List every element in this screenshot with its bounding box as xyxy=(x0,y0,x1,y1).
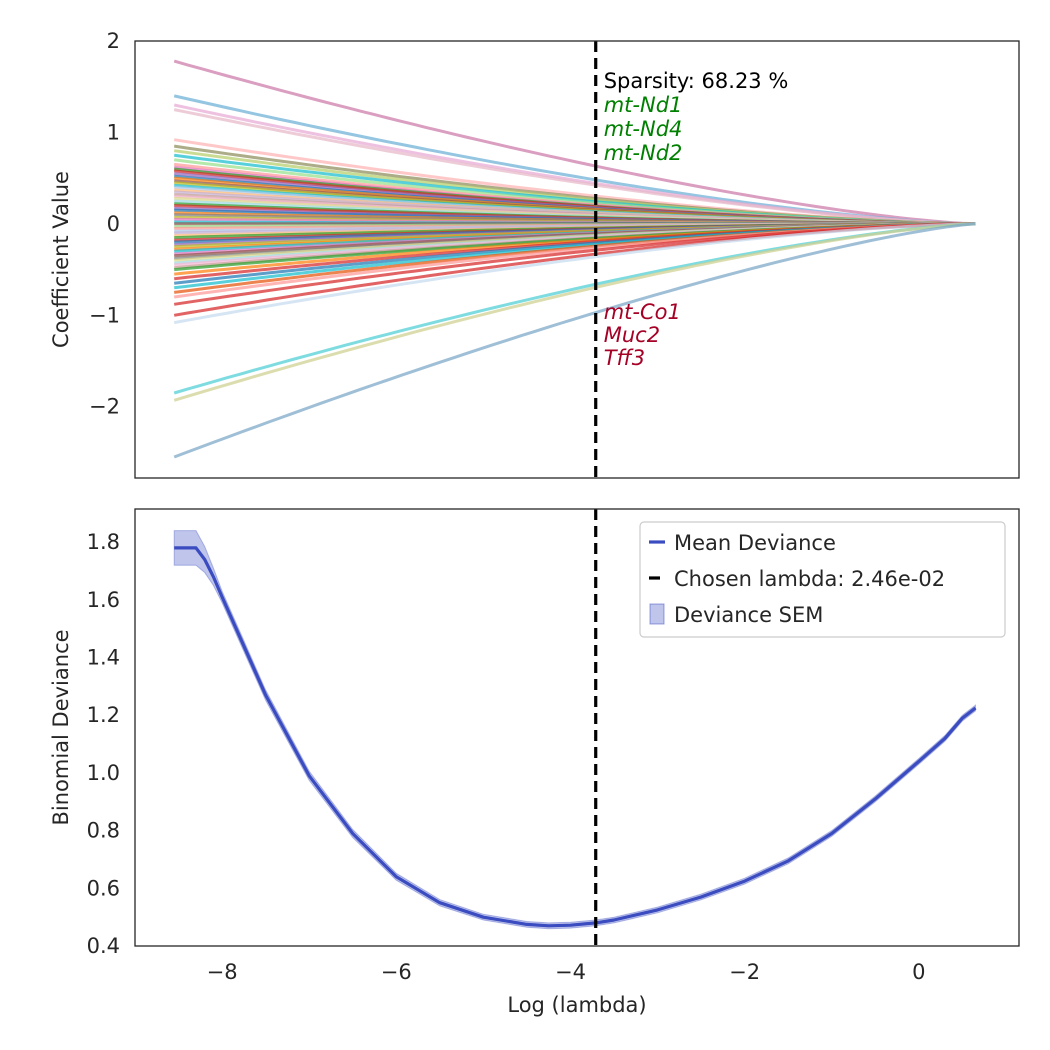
y-tick-label: 0.6 xyxy=(87,876,120,900)
y-tick-label: −1 xyxy=(89,303,120,327)
positive-gene-label: mt-Nd1 xyxy=(604,93,683,117)
coefficient-path-67 xyxy=(173,222,976,459)
legend-chosen-label: Chosen lambda: 2.46e-02 xyxy=(674,567,945,591)
y-tick-label: 0 xyxy=(107,212,120,236)
coefficient-path-64 xyxy=(173,222,976,325)
x-tick-label: −8 xyxy=(207,960,238,984)
x-tick-labels: −8 −6 −4 −2 0 xyxy=(207,960,926,984)
legend-sem-label: Deviance SEM xyxy=(674,603,823,627)
x-tick-label: 0 xyxy=(912,960,925,984)
legend: Mean Deviance Chosen lambda: 2.46e-02 De… xyxy=(639,521,1006,638)
x-tick-label: −2 xyxy=(729,960,760,984)
legend-mean-label: Mean Deviance xyxy=(674,531,836,555)
legend-sem-swatch xyxy=(649,603,665,625)
positive-gene-label: mt-Nd4 xyxy=(604,117,683,141)
negative-gene-label: Muc2 xyxy=(604,323,660,347)
y-tick-label: 0.4 xyxy=(87,934,120,958)
y-tick-label: 1.4 xyxy=(87,646,120,670)
legend-box xyxy=(639,521,1006,638)
x-axis-label: Log (lambda) xyxy=(507,993,646,1017)
coefficient-path-0 xyxy=(173,59,976,226)
mean-deviance-line xyxy=(174,546,977,928)
y-tick-label: 0.8 xyxy=(87,819,120,843)
bottom-plot-frame xyxy=(134,508,1020,947)
y-tick-label: −2 xyxy=(89,395,120,419)
negative-gene-label: Tff3 xyxy=(604,346,645,370)
deviance-panel: 1.8 1.6 1.4 1.2 1.0 0.8 0.6 0.4 −8 −6 −4 −2 0 Binom… xyxy=(49,508,1020,1017)
coefficient-path-lines xyxy=(173,59,976,459)
negative-gene-label: mt-Co1 xyxy=(604,300,681,324)
y-tick-label: 2 xyxy=(107,29,120,53)
sparsity-annotation: Sparsity: 68.23 % xyxy=(604,69,789,93)
y-tick-label: 1.0 xyxy=(87,761,120,785)
y-tick-label: 1.6 xyxy=(87,588,120,612)
deviance-sem-band xyxy=(173,530,976,930)
top-y-axis-label: Coefficient Value xyxy=(49,171,73,348)
y-tick-label: 1.2 xyxy=(87,703,120,727)
top-y-tick-labels: 2 1 0 −1 −2 xyxy=(89,29,120,419)
x-tick-label: −4 xyxy=(555,960,586,984)
coefficient-path-3 xyxy=(173,108,976,226)
bottom-y-axis-label: Binomial Deviance xyxy=(49,629,73,825)
y-tick-label: 1.8 xyxy=(87,530,120,554)
positive-gene-label: mt-Nd2 xyxy=(604,141,683,165)
top-plot-frame xyxy=(134,40,1020,479)
coefficient-path-66 xyxy=(173,222,976,402)
bottom-y-tick-labels: 1.8 1.6 1.4 1.2 1.0 0.8 0.6 0.4 xyxy=(87,530,120,958)
y-tick-label: 1 xyxy=(107,120,120,144)
x-tick-label: −6 xyxy=(381,960,412,984)
